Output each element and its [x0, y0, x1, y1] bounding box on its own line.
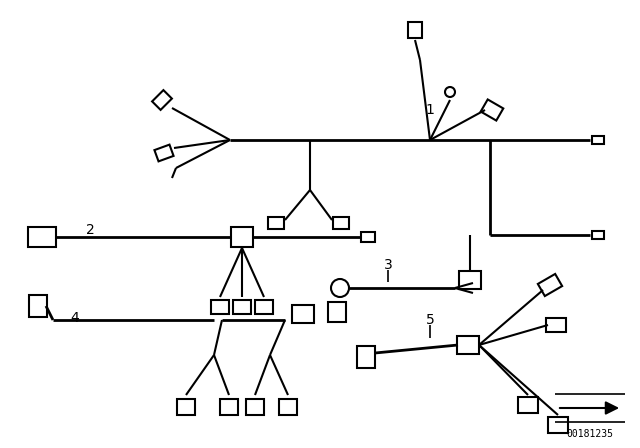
Bar	[548, 417, 568, 433]
Bar	[28, 227, 56, 247]
Bar	[268, 217, 284, 229]
Bar	[29, 295, 47, 317]
Text: 2: 2	[86, 223, 94, 237]
Text: 4: 4	[70, 311, 79, 325]
Bar	[538, 274, 562, 296]
Bar	[246, 399, 264, 415]
Bar	[233, 300, 251, 314]
Bar	[279, 399, 297, 415]
Bar	[292, 305, 314, 323]
Bar	[357, 346, 375, 368]
Text: 3: 3	[383, 258, 392, 272]
Bar	[361, 232, 375, 242]
Text: 00181235: 00181235	[566, 429, 614, 439]
Bar	[408, 22, 422, 38]
Bar	[546, 318, 566, 332]
Bar	[481, 99, 503, 121]
Bar	[220, 399, 238, 415]
Bar	[592, 231, 604, 239]
Bar	[518, 397, 538, 413]
Bar	[255, 300, 273, 314]
Bar	[152, 90, 172, 110]
Bar	[592, 136, 604, 144]
Bar	[177, 399, 195, 415]
Bar	[457, 336, 479, 354]
Bar	[333, 217, 349, 229]
Text: 1: 1	[426, 103, 435, 117]
Bar	[154, 145, 173, 161]
Text: 5: 5	[426, 313, 435, 327]
Bar	[328, 302, 346, 322]
Bar	[231, 227, 253, 247]
Bar	[211, 300, 229, 314]
Bar	[459, 271, 481, 289]
